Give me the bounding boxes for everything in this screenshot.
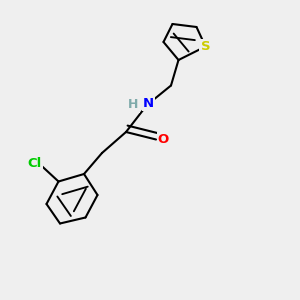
Text: H: H — [128, 98, 139, 112]
Text: S: S — [201, 40, 210, 53]
Text: Cl: Cl — [27, 157, 42, 170]
Text: N: N — [143, 97, 154, 110]
Text: O: O — [158, 133, 169, 146]
